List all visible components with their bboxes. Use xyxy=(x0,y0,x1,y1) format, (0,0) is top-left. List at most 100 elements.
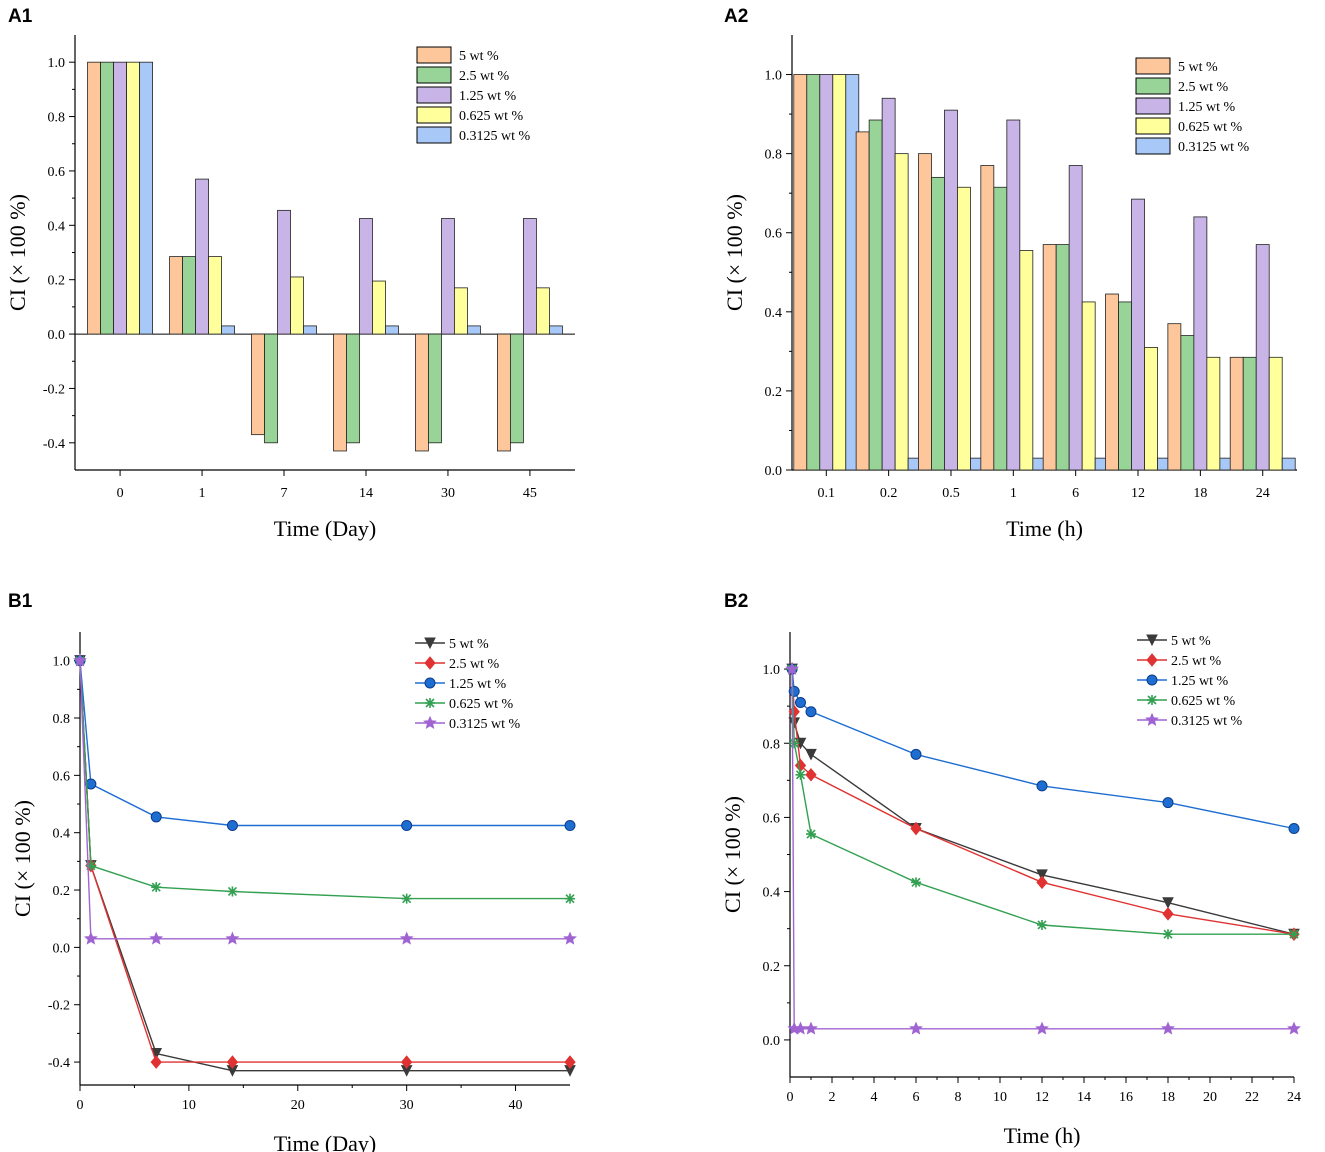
bar-5-wt-0-5 xyxy=(918,153,932,471)
data-point-2-5-wt xyxy=(910,821,922,836)
legend-marker-2-5-wt xyxy=(1146,653,1158,667)
legend-label-5-wt: 5 wt % xyxy=(1178,60,1218,75)
data-point-2-5-wt xyxy=(1162,907,1174,921)
bar-1-25-wt-1 xyxy=(1006,119,1021,471)
y-tick-label: 1.0 xyxy=(765,69,783,84)
y-tick-label: -0.4 xyxy=(43,437,65,452)
bar-5-wt-1 xyxy=(980,165,995,471)
data-point-2-5-wt xyxy=(788,704,800,719)
legend-marker-0-625-wt xyxy=(1147,695,1157,705)
bar-0-625-wt-12 xyxy=(1144,347,1158,471)
data-point-0-625-wt xyxy=(565,893,575,904)
data-point-0-3125-wt xyxy=(1161,1021,1175,1035)
y-tick-label: 0.4 xyxy=(48,219,66,234)
panel-a1: A1 -0.4 -0.2 0.0 0.2 0.4 0.6 0.8 1.0 CI (× 100 %… xyxy=(0,0,662,560)
data-point-1-25-wt xyxy=(226,820,238,832)
x-axis-title: Time (Day) xyxy=(274,1131,376,1152)
data-point-0-625-wt xyxy=(401,893,412,904)
bar-0-625-wt-1 xyxy=(1019,250,1034,471)
y-tick-label: 0.8 xyxy=(53,712,71,727)
x-tick-label: 14 xyxy=(1077,1090,1091,1105)
bar-5-wt-18 xyxy=(1167,323,1182,471)
y-tick-label: 0.0 xyxy=(763,1034,781,1049)
data-point-0-625-wt xyxy=(806,829,816,840)
y-tick-label: -0.4 xyxy=(48,1056,70,1071)
series-line-1-25-wt xyxy=(791,669,1295,830)
x-tick-label: 0.1 xyxy=(818,486,836,501)
legend-label-5-wt: 5 wt % xyxy=(459,49,499,64)
x-tick-label: 0.5 xyxy=(942,486,960,501)
legend-swatch-2-5-wt xyxy=(1135,77,1171,95)
data-point-0-3125-wt xyxy=(909,1021,923,1035)
data-point-1-25-wt xyxy=(795,696,806,708)
data-point-1-25-wt xyxy=(910,748,922,760)
y-tick-label: 0.6 xyxy=(763,811,781,826)
data-point-0-3125-wt xyxy=(804,1021,818,1035)
legend-swatch-5-wt xyxy=(1135,57,1171,75)
data-point-0-625-wt xyxy=(795,769,806,780)
x-axis-title: Time (Day) xyxy=(274,516,376,541)
bar-0-3125-wt-7 xyxy=(303,325,317,335)
legend-swatch-1-25-wt xyxy=(1135,97,1171,115)
panel-b1: B1 -0.4 -0.2 0.0 0.2 0.4 0.6 0.8 1.0 CI (× 100 %… xyxy=(0,585,662,1152)
series-line-1-25-wt xyxy=(79,660,570,827)
legend-swatch-0-3125-wt xyxy=(1135,137,1171,155)
bar-0-625-wt-0-1 xyxy=(832,74,847,471)
bar-0-625-wt-45 xyxy=(536,287,550,335)
bar-1-25-wt-0 xyxy=(113,61,127,335)
legend-marker-5-wt xyxy=(1146,634,1158,647)
x-tick-label: 45 xyxy=(523,486,537,501)
series-line-2-5-wt xyxy=(791,669,1295,935)
data-point-0-625-wt xyxy=(789,738,800,749)
series-line-0-625-wt xyxy=(79,660,570,900)
x-tick-label: 0.2 xyxy=(880,486,898,501)
y-tick-label: 0.8 xyxy=(763,737,781,752)
x-tick-label: 40 xyxy=(509,1098,523,1113)
bar-1-25-wt-30 xyxy=(441,218,455,335)
bar-0-625-wt-24 xyxy=(1268,356,1283,471)
bar-2-5-wt-12 xyxy=(1118,301,1132,471)
data-point-2-5-wt xyxy=(564,1055,576,1069)
legend-marker-1-25-wt xyxy=(424,677,436,689)
bar-0-625-wt-0 xyxy=(126,61,140,335)
y-axis-title: CI (× 100 %) xyxy=(5,194,30,311)
legend-label-2-5-wt: 2.5 wt % xyxy=(459,69,510,84)
chart-b2: 0.0 0.2 0.4 0.6 0.8 1.0 CI (× 100 %) Time (h) 0 2… xyxy=(720,632,1301,1148)
x-tick-label: 7 xyxy=(281,486,288,501)
bar-5-wt-6 xyxy=(1042,244,1057,471)
legend-label-0-625-wt: 0.625 wt % xyxy=(1178,120,1243,135)
bar-0-625-wt-0-2 xyxy=(894,153,909,471)
bar-0-625-wt-1 xyxy=(208,256,222,335)
x-tick-label: 18 xyxy=(1193,486,1207,501)
bar-5-wt-45 xyxy=(497,333,511,452)
data-point-0-3125-wt xyxy=(73,653,87,667)
legend-swatch-1-25-wt xyxy=(416,86,452,104)
x-tick-label: 2 xyxy=(829,1090,836,1105)
chart-b1: -0.4 -0.2 0.0 0.2 0.4 0.6 0.8 1.0 CI (× 100 %) Ti… xyxy=(10,632,577,1152)
bar-2-5-wt-30 xyxy=(428,333,442,444)
data-point-1-25-wt xyxy=(1162,797,1174,809)
data-point-0-625-wt xyxy=(151,882,162,893)
x-tick-label: 20 xyxy=(1203,1090,1217,1105)
panel-label-b2: B2 xyxy=(724,591,749,612)
data-point-0-3125-wt xyxy=(83,931,98,945)
data-point-1-25-wt xyxy=(1288,823,1300,835)
data-point-2-5-wt xyxy=(794,758,807,773)
data-point-2-5-wt xyxy=(150,1055,162,1069)
x-tick-label: 6 xyxy=(913,1090,920,1105)
y-tick-label: 0.2 xyxy=(763,960,781,975)
bar-0-625-wt-18 xyxy=(1206,356,1221,471)
legend-label-5-wt: 5 wt % xyxy=(449,637,489,652)
bar-5-wt-7 xyxy=(251,333,265,436)
x-tick-label: 24 xyxy=(1256,486,1270,501)
bar-2-5-wt-1 xyxy=(182,256,196,335)
data-point-0-3125-wt xyxy=(1035,1021,1049,1035)
legend-label-1-25-wt: 1.25 wt % xyxy=(449,677,507,692)
y-tick-label: 0.0 xyxy=(48,328,66,343)
bar-5-wt-0-1 xyxy=(793,74,808,471)
bar-0-3125-wt-30 xyxy=(467,325,481,335)
data-point-2-5-wt xyxy=(226,1055,239,1069)
legend-swatch-5-wt xyxy=(416,46,452,64)
panel-label-a1: A1 xyxy=(8,6,33,27)
data-point-0-625-wt xyxy=(1163,929,1173,940)
